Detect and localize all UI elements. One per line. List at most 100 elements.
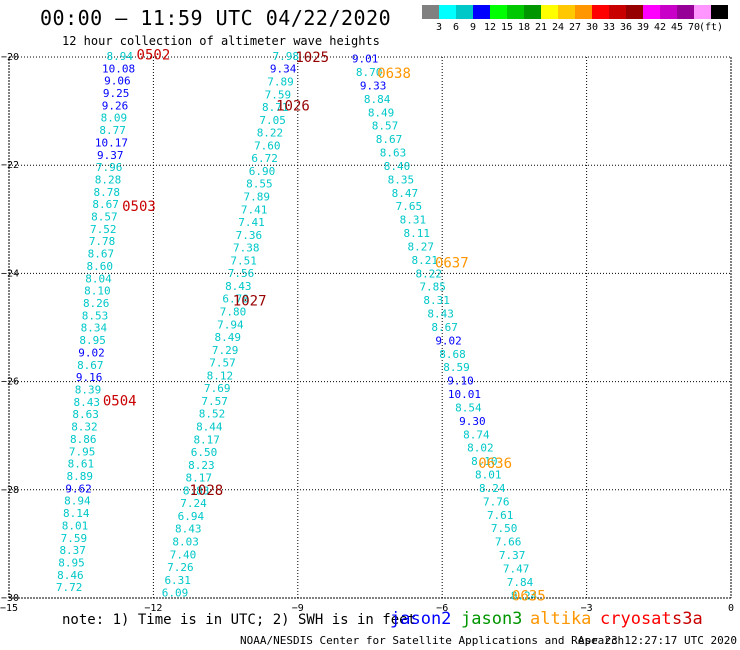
legend-swatch <box>456 5 473 19</box>
legend-swatch <box>694 5 711 19</box>
longitude-tick-label: −12 <box>144 603 162 614</box>
wave-height-value: 7.72 <box>56 581 83 594</box>
wave-height-value: 7.05 <box>259 114 286 127</box>
wave-height-value: 9.37 <box>97 149 124 162</box>
satellite-label-jason2: jason2 <box>390 609 452 629</box>
wave-height-value: 7.56 <box>228 267 255 280</box>
wave-height-value: 8.70 <box>356 66 383 79</box>
wave-height-value: 8.43 <box>175 523 202 536</box>
legend-label: 70 <box>687 22 701 33</box>
wave-height-value: 8.17 <box>193 433 220 446</box>
wave-height-value: 8.22 <box>415 267 442 280</box>
wave-height-value: 7.89 <box>267 75 294 88</box>
wave-height-value: 8.14 <box>63 507 90 520</box>
wave-height-value: 7.65 <box>396 200 423 213</box>
wave-height-value: 8.57 <box>91 211 118 224</box>
latitude-tick-label: −20 <box>1 52 19 63</box>
wave-height-value: 6.90 <box>249 165 276 178</box>
wave-height-value: 8.34 <box>81 322 108 335</box>
wave-height-value: 8.01 <box>62 519 89 532</box>
wave-height-value: 8.74 <box>463 428 490 441</box>
legend-label: 24 <box>551 22 565 33</box>
wave-height-value: 10.01 <box>448 388 481 401</box>
wave-height-value: 9.02 <box>78 346 105 359</box>
wave-height-value: 6.72 <box>251 152 278 165</box>
pass-time-label: 0504 <box>103 394 137 410</box>
legend-label: 21 <box>534 22 548 33</box>
wave-height-value: 8.12 <box>207 369 234 382</box>
wave-height-value: 7.69 <box>204 382 231 395</box>
latitude-tick-label: −22 <box>1 160 19 171</box>
wave-height-value: 8.67 <box>88 248 115 261</box>
wave-height-value: 9.10 <box>447 375 474 388</box>
wave-height-value: 7.78 <box>89 235 116 248</box>
wave-height-value: 8.10 <box>471 455 498 468</box>
longitude-tick-label: −9 <box>292 603 304 614</box>
wave-height-value: 8.95 <box>58 556 85 569</box>
wave-height-value: 8.09 <box>101 112 128 125</box>
wave-height-value: 8.23 <box>188 459 215 472</box>
wave-height-value: 8.24 <box>479 482 506 495</box>
wave-height-value: 8.01 <box>475 469 502 482</box>
wave-height-value: 7.50 <box>491 522 518 535</box>
wave-height-value: 7.47 <box>503 562 530 575</box>
legend-label: 9 <box>469 22 477 33</box>
pass-time-label: 1028 <box>189 483 223 499</box>
wave-height-value: 7.26 <box>167 561 194 574</box>
wave-height-value: 8.68 <box>439 348 466 361</box>
wave-height-value: 8.94 <box>64 495 91 508</box>
wave-height-value: 8.43 <box>74 396 101 409</box>
satellite-label-cryosat: cryosat <box>600 609 672 629</box>
legend-label: 12 <box>483 22 497 33</box>
longitude-tick-label: 0 <box>728 603 734 614</box>
wave-height-value: 7.80 <box>220 305 247 318</box>
wave-height-value: 7.95 <box>69 445 96 458</box>
wave-height-value: 8.27 <box>408 240 435 253</box>
wave-height-value: 7.41 <box>241 203 268 216</box>
wave-height-value: 8.78 <box>94 186 121 199</box>
wave-height-value: 8.37 <box>59 544 86 557</box>
pass-time-label: 0635 <box>512 588 546 604</box>
map-title: 00:00 – 11:59 UTC 04/22/2020 <box>40 6 392 30</box>
wave-height-value: 8.39 <box>75 384 102 397</box>
legend-swatch <box>609 5 626 19</box>
credit-text: NOAA/NESDIS Center for Satellite Applica… <box>240 634 625 647</box>
latitude-tick-label: −30 <box>1 593 19 604</box>
legend-label: 6 <box>452 22 460 33</box>
wave-height-value: 7.57 <box>201 395 228 408</box>
pass-time-label: 1026 <box>276 99 310 115</box>
wave-height-value: 9.16 <box>76 371 103 384</box>
wave-height-value: 8.55 <box>246 178 273 191</box>
wave-height-value: 8.63 <box>72 408 99 421</box>
wave-height-value: 7.57 <box>209 357 236 370</box>
legend-swatch <box>422 5 439 19</box>
legend-swatch <box>626 5 643 19</box>
latitude-tick-label: −24 <box>1 268 19 279</box>
wave-height-value: 8.71 <box>262 101 289 114</box>
legend-label: 36 <box>619 22 633 33</box>
pass-time-label: 0636 <box>478 456 512 472</box>
wave-height-value: 9.33 <box>360 79 387 92</box>
wave-height-value: 8.57 <box>372 120 399 133</box>
wave-height-value: 8.02 <box>467 442 494 455</box>
wave-height-value: 10.08 <box>102 62 135 75</box>
wave-height-value: 7.51 <box>230 254 257 267</box>
pass-time-label: 1025 <box>295 50 329 66</box>
wave-height-value: 8.67 <box>431 321 458 334</box>
legend-label: 3 <box>435 22 443 33</box>
generated-timestamp: Apr 23 12:27:17 UTC 2020 <box>578 634 737 647</box>
legend-label: 39 <box>636 22 650 33</box>
wave-height-value: 8.52 <box>199 408 226 421</box>
longitude-tick-label: −3 <box>581 603 593 614</box>
wave-height-value: 7.41 <box>238 216 265 229</box>
wave-height-value: 7.76 <box>483 495 510 508</box>
wave-height-value: 8.43 <box>427 308 454 321</box>
legend-swatch <box>677 5 694 19</box>
wave-height-value: 7.84 <box>507 576 534 589</box>
wave-height-value: 8.54 <box>455 401 482 414</box>
legend-swatch <box>524 5 541 19</box>
legend-swatch <box>490 5 507 19</box>
legend-swatch <box>507 5 524 19</box>
wave-height-value: 7.59 <box>265 88 292 101</box>
wave-height-value: 8.28 <box>95 173 122 186</box>
